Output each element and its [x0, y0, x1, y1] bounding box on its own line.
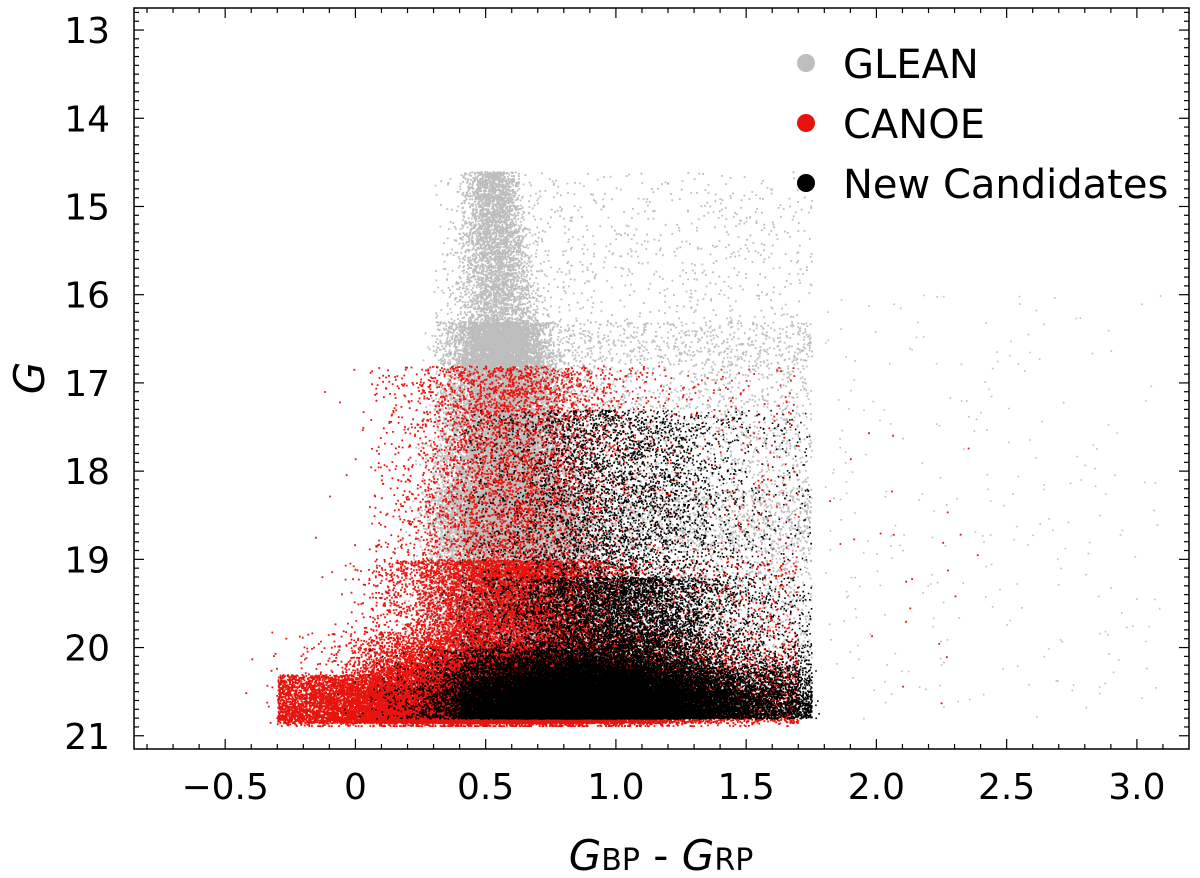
y-tick-label: 20: [64, 629, 110, 670]
x-tick-label: 0: [344, 767, 367, 808]
legend-label-new-candidates: New Candidates: [843, 162, 1168, 208]
x-axis-title-sub-b: RP: [714, 843, 753, 878]
legend-marker-new-candidates: [797, 174, 815, 192]
y-tick-label: 15: [64, 187, 110, 228]
y-tick-label: 19: [64, 540, 110, 581]
y-tick-label: 21: [64, 717, 110, 758]
legend: GLEAN CANOE New Candidates: [797, 42, 1168, 208]
y-tick-label: 14: [64, 99, 110, 140]
y-axis-tick-labels: 13 14 15 16 17 18 19 20 21: [64, 11, 110, 758]
glean-point-cloud: [370, 171, 814, 716]
x-tick-label: 2.5: [978, 767, 1035, 808]
x-axis-title-main-a: G: [569, 831, 602, 878]
x-axis-title-sub-a: BP: [601, 843, 640, 878]
x-axis-tick-labels: −0.5 0 0.5 1.0 1.5 2.0 2.5 3.0: [181, 767, 1165, 808]
y-tick-label: 17: [64, 364, 110, 405]
x-tick-label: 1.5: [718, 767, 775, 808]
canoe-points: [245, 365, 979, 727]
x-axis-title-main-b: G: [682, 831, 715, 878]
x-tick-label: 3.0: [1108, 767, 1165, 808]
canoe-point-cloud: [245, 365, 800, 727]
glean-points: [370, 171, 1162, 720]
legend-marker-glean: [797, 54, 815, 72]
legend-label-glean: GLEAN: [843, 42, 979, 88]
new-point-cloud: [337, 409, 820, 720]
x-axis-title: GBP - GRP: [569, 831, 754, 878]
y-tick-label: 13: [64, 11, 110, 52]
y-axis-ticks: [134, 11, 1189, 737]
x-axis-title-sep: -: [640, 831, 682, 878]
y-tick-label: 18: [64, 452, 110, 493]
y-tick-label: 16: [64, 276, 110, 317]
plot-frame: [133, 7, 1190, 750]
x-tick-label: 0.5: [457, 767, 514, 808]
x-tick-label: 2.0: [848, 767, 905, 808]
y-axis-title: G: [5, 362, 54, 395]
x-tick-label: 1.0: [587, 767, 644, 808]
legend-marker-canoe: [797, 114, 815, 132]
x-axis-ticks: [146, 8, 1164, 749]
x-tick-label: −0.5: [181, 767, 268, 808]
new-candidates-points: [337, 409, 820, 720]
legend-label-canoe: CANOE: [843, 102, 985, 148]
